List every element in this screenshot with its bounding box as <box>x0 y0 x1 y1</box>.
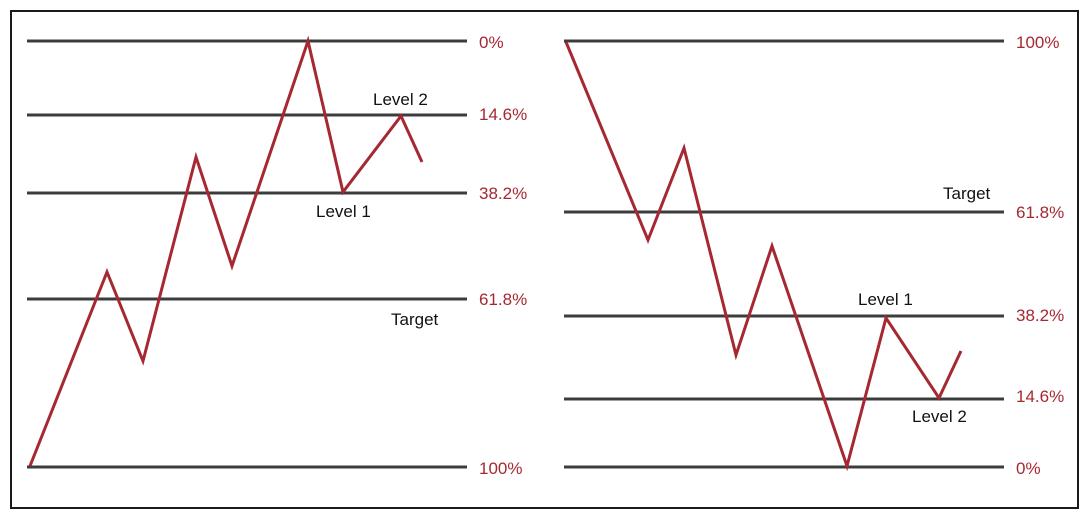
left-pct-61-8: 61.8% <box>479 290 527 309</box>
right-pct-38-2: 38.2% <box>1016 306 1064 325</box>
right-pct-61-8: 61.8% <box>1016 203 1064 222</box>
left-pct-38-2: 38.2% <box>479 184 527 203</box>
left-pct-100: 100% <box>479 459 522 478</box>
right-label-level-2: Level 2 <box>912 407 967 426</box>
right-pct-14-6: 14.6% <box>1016 387 1064 406</box>
right-label-level-1: Level 1 <box>858 290 913 309</box>
right-panel: 100% 61.8% 38.2% 14.6% 0% Target Level 1… <box>564 33 1064 478</box>
left-label-target: Target <box>391 310 439 329</box>
right-price-path <box>564 41 963 472</box>
right-pct-0: 0% <box>1016 459 1041 478</box>
diagram-frame <box>10 10 1079 509</box>
left-label-level-1: Level 1 <box>316 202 371 221</box>
left-pct-0: 0% <box>479 33 504 52</box>
right-pct-100: 100% <box>1016 33 1059 52</box>
right-label-target: Target <box>943 184 991 203</box>
left-panel: 0% 14.6% 38.2% 61.8% 100% Level 2 Level … <box>27 33 527 478</box>
left-pct-14-6: 14.6% <box>479 105 527 124</box>
left-label-level-2: Level 2 <box>373 90 428 109</box>
left-price-path <box>28 35 424 467</box>
